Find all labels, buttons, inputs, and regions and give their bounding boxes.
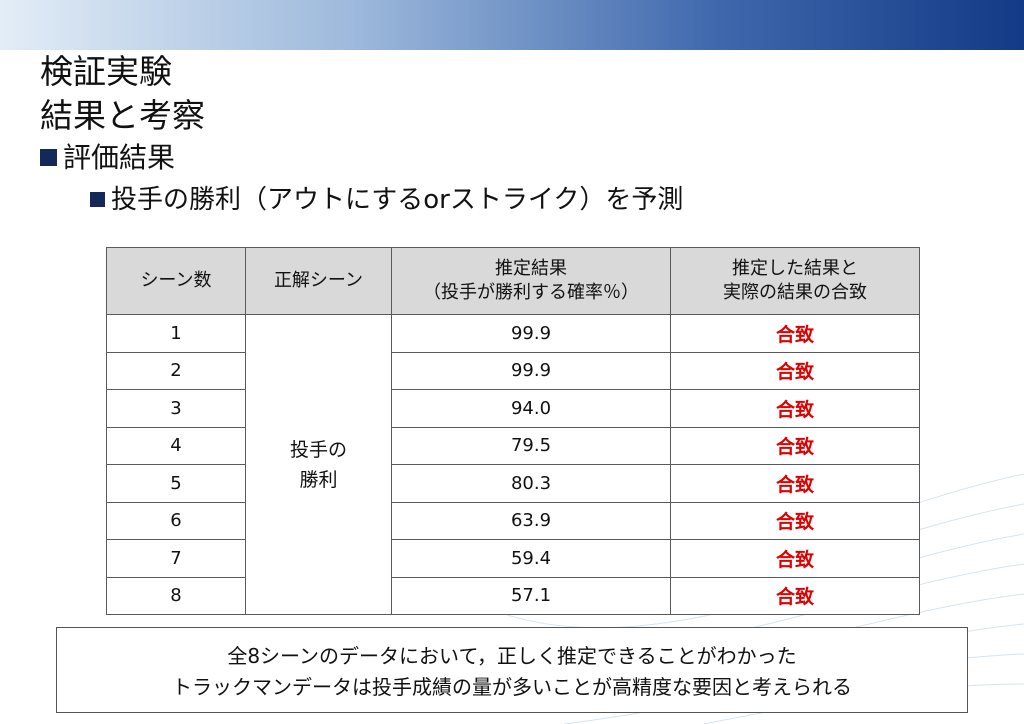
table-row: 5 80.3 合致: [106, 464, 920, 503]
header-scene-count: シーン数: [106, 247, 246, 315]
table-row: 8 57.1 合致: [106, 576, 920, 615]
table-row: 4 79.5 合致: [106, 426, 920, 465]
scene-number: 5: [106, 464, 246, 503]
scene-number: 2: [106, 351, 246, 390]
conclusion-box: 全8シーンのデータにおいて，正しく推定できることがわかった トラックマンデータは…: [56, 627, 968, 713]
square-bullet-icon: [90, 192, 105, 207]
scene-number: 1: [106, 314, 246, 353]
slide-title: 検証実験: [40, 52, 172, 91]
conclusion-line2: トラックマンデータは投手成績の量が多いことが高精度な要因と考えられる: [172, 675, 852, 699]
estimate-value: 99.9: [391, 314, 671, 353]
estimate-value: 57.1: [391, 576, 671, 615]
scene-number: 6: [106, 501, 246, 540]
conclusion-line1: 全8シーンのデータにおいて，正しく推定できることがわかった: [227, 644, 797, 668]
estimate-value: 59.4: [391, 539, 671, 578]
estimate-value: 63.9: [391, 501, 671, 540]
correct-scene-line2: 勝利: [299, 468, 338, 491]
header-estimate: 推定結果 （投手が勝利する確率％）: [391, 247, 671, 315]
bullet-evaluation: 評価結果: [40, 140, 175, 176]
estimate-value: 80.3: [391, 464, 671, 503]
correct-scene-line1: 投手の: [289, 438, 347, 461]
match-result: 合致: [670, 351, 920, 390]
bullet-evaluation-label: 評価結果: [63, 141, 176, 174]
estimate-value: 99.9: [391, 351, 671, 390]
table-row: 6 63.9 合致: [106, 501, 920, 540]
header-estimate-line1: 推定結果: [495, 258, 567, 279]
estimate-value: 79.5: [391, 426, 671, 465]
match-result: 合致: [670, 576, 920, 615]
scene-number: 4: [106, 426, 246, 465]
header-estimate-line2: （投手が勝利する確率％）: [423, 282, 639, 303]
bullet-prediction-label: 投手の勝利（アウトにするorストライク）を予測: [111, 185, 684, 215]
correct-scene-cell: 投手の 勝利: [245, 314, 392, 615]
match-result: 合致: [670, 539, 920, 578]
match-result: 合致: [670, 314, 920, 353]
table-row: 7 59.4 合致: [106, 539, 920, 578]
slide-subtitle: 結果と考察: [40, 96, 205, 135]
scene-number: 8: [106, 576, 246, 615]
header-correct-scene: 正解シーン: [245, 247, 392, 315]
match-result: 合致: [670, 426, 920, 465]
table-row: 2 99.9 合致: [106, 351, 920, 390]
header-match-line2: 実際の結果の合致: [723, 282, 867, 303]
bullet-prediction: 投手の勝利（アウトにするorストライク）を予測: [90, 182, 683, 218]
match-result: 合致: [670, 464, 920, 503]
table-header-row: シーン数 正解シーン 推定結果 （投手が勝利する確率％） 推定した結果と 実際の…: [106, 247, 920, 315]
match-result: 合致: [670, 389, 920, 428]
results-table: シーン数 正解シーン 推定結果 （投手が勝利する確率％） 推定した結果と 実際の…: [106, 247, 920, 615]
square-bullet-icon: [40, 149, 57, 166]
match-result: 合致: [670, 501, 920, 540]
header-match: 推定した結果と 実際の結果の合致: [670, 247, 920, 315]
table-row: 1 投手の 勝利 99.9 合致: [106, 314, 920, 615]
top-banner: [0, 0, 1024, 50]
table-row: 3 94.0 合致: [106, 389, 920, 428]
header-match-line1: 推定した結果と: [732, 258, 858, 279]
scene-number: 7: [106, 539, 246, 578]
scene-number: 3: [106, 389, 246, 428]
estimate-value: 94.0: [391, 389, 671, 428]
